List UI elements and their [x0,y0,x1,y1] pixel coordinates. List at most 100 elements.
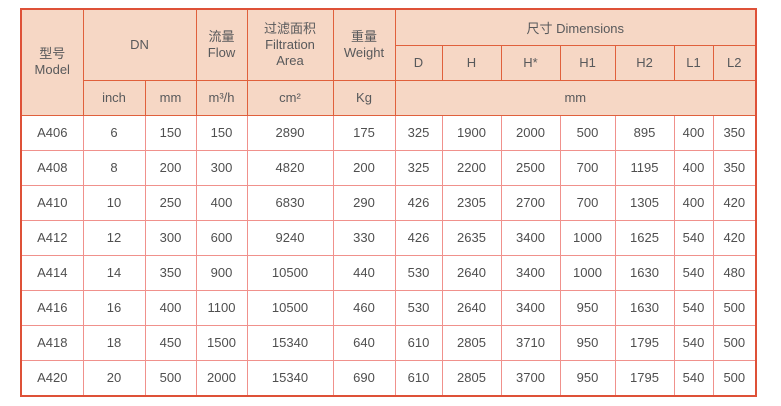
value-cell: 2635 [441,219,502,256]
value-cell: 530 [394,254,443,291]
value-cell: 2000 [195,359,248,396]
value-cell: 350 [712,114,757,151]
value-cell: 3400 [500,219,561,256]
value-cell: 175 [332,114,396,151]
header-dimensions: 尺寸 Dimensions [394,8,757,46]
value-cell: 426 [394,219,443,256]
value-cell: 290 [332,184,396,221]
value-cell: 2805 [441,324,502,361]
value-cell: 1100 [195,289,248,326]
value-cell: 10 [82,184,146,221]
header-dim-h1: H1 [559,44,616,81]
value-cell: 2890 [246,114,334,151]
value-cell: 1000 [559,219,616,256]
value-cell: 200 [144,149,197,186]
value-cell: 690 [332,359,396,396]
value-cell: 700 [559,149,616,186]
value-cell: 400 [195,184,248,221]
value-cell: 2700 [500,184,561,221]
model-cell: A416 [20,289,84,326]
value-cell: 2305 [441,184,502,221]
value-cell: 350 [712,149,757,186]
value-cell: 12 [82,219,146,256]
header-dim-d: D [394,44,443,81]
value-cell: 1305 [614,184,675,221]
value-cell: 2640 [441,254,502,291]
value-cell: 3710 [500,324,561,361]
value-cell: 2640 [441,289,502,326]
value-cell: 610 [394,324,443,361]
value-cell: 250 [144,184,197,221]
header-model: 型号 Model [20,8,84,116]
value-cell: 530 [394,289,443,326]
header-dim-l1: L1 [673,44,714,81]
table-body: A406 6 150 150 2890 175 325 1900 2000 500 895 400 35… [20,114,757,396]
value-cell: 20 [82,359,146,396]
value-cell: 200 [332,149,396,186]
value-cell: 2000 [500,114,561,151]
table-row: A420 20 500 2000 15340 690 610 2805 3700 950 1795 5… [20,359,757,396]
value-cell: 1630 [614,289,675,326]
value-cell: 540 [673,324,714,361]
value-cell: 4820 [246,149,334,186]
header-filtration-en1: Filtration [265,36,315,52]
table-row: A416 16 400 1100 10500 460 530 2640 3400 950 1630 5… [20,289,757,326]
unit-dimensions: mm [394,79,757,116]
value-cell: 540 [673,254,714,291]
value-cell: 330 [332,219,396,256]
value-cell: 540 [673,219,714,256]
value-cell: 400 [673,184,714,221]
value-cell: 400 [144,289,197,326]
value-cell: 9240 [246,219,334,256]
table-row: A410 10 250 400 6830 290 426 2305 2700 700 1305 400… [20,184,757,221]
value-cell: 6 [82,114,146,151]
header-model-en: Model [34,62,70,78]
header-weight: 重量 Weight [332,8,396,81]
header-filtration-zh: 过滤面积 [263,20,316,36]
filter-spec-table: 型号 Model DN 流量 Flow 过滤面积 Filtration Area… [20,8,758,397]
value-cell: 950 [559,289,616,326]
unit-weight: Kg [332,79,396,116]
header-model-zh: 型号 [39,46,66,62]
value-cell: 440 [332,254,396,291]
model-cell: A408 [20,149,84,186]
header-row-1: 型号 Model DN 流量 Flow 过滤面积 Filtration Area… [20,8,757,116]
value-cell: 420 [712,184,757,221]
value-cell: 6830 [246,184,334,221]
value-cell: 300 [144,219,197,256]
value-cell: 950 [559,324,616,361]
header-filtration-en2: Area [276,52,304,68]
value-cell: 610 [394,359,443,396]
unit-inch: inch [82,79,146,116]
model-cell: A410 [20,184,84,221]
value-cell: 2200 [441,149,502,186]
value-cell: 1000 [559,254,616,291]
unit-mm: mm [144,79,197,116]
value-cell: 18 [82,324,146,361]
table-row: A408 8 200 300 4820 200 325 2200 2500 700 1195 400 3… [20,149,757,186]
value-cell: 10500 [246,289,334,326]
value-cell: 426 [394,184,443,221]
header-dn: DN [82,8,197,81]
model-cell: A412 [20,219,84,256]
value-cell: 640 [332,324,396,361]
value-cell: 350 [144,254,197,291]
value-cell: 1500 [195,324,248,361]
value-cell: 900 [195,254,248,291]
header-flow-zh: 流量 [208,28,235,44]
value-cell: 150 [144,114,197,151]
value-cell: 300 [195,149,248,186]
table-row: A412 12 300 600 9240 330 426 2635 3400 1000 1625 54… [20,219,757,256]
value-cell: 15340 [246,324,334,361]
value-cell: 16 [82,289,146,326]
value-cell: 950 [559,359,616,396]
unit-flow: m³/h [195,79,248,116]
value-cell: 500 [559,114,616,151]
model-cell: A418 [20,324,84,361]
value-cell: 500 [712,359,757,396]
value-cell: 2500 [500,149,561,186]
header-weight-en: Weight [343,44,385,60]
table-header: 型号 Model DN 流量 Flow 过滤面积 Filtration Area… [20,8,757,116]
value-cell: 8 [82,149,146,186]
value-cell: 3400 [500,289,561,326]
